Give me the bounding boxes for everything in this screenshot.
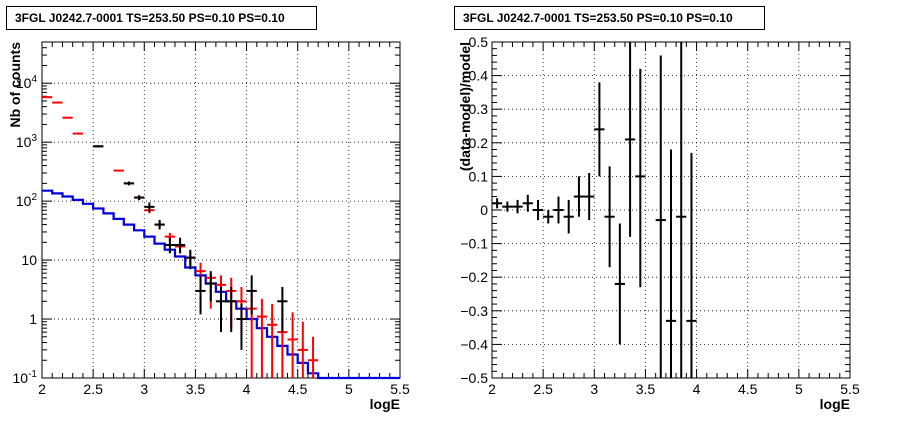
x-tick-label: 2.5 xyxy=(83,381,103,397)
data-point xyxy=(686,152,697,378)
data-point xyxy=(164,237,175,254)
data-point xyxy=(522,194,533,212)
data-point xyxy=(492,198,503,209)
x-tick-label: 4.5 xyxy=(738,381,758,397)
data-point xyxy=(267,303,278,378)
data-point xyxy=(635,68,646,288)
data-point xyxy=(614,223,625,345)
data-point xyxy=(226,286,237,333)
x-tick-label: 2 xyxy=(488,381,496,397)
data-point xyxy=(297,321,308,378)
y-tick-label: 10 xyxy=(21,252,37,268)
data-point xyxy=(256,298,268,378)
y-tick-label: 0.1 xyxy=(469,168,489,184)
data-point xyxy=(665,149,677,378)
x-tick-label: 5 xyxy=(795,381,803,397)
chart-title-right: 3FGL J0242.7-0001 TS=253.50 PS=0.10 PS=0… xyxy=(454,6,765,30)
model-histogram-line xyxy=(42,189,400,380)
series-0 xyxy=(492,42,697,378)
data-point xyxy=(93,145,104,148)
x-tick-label: 2.5 xyxy=(533,381,553,397)
data-point xyxy=(573,176,585,217)
y-tick-label: 0.5 xyxy=(469,34,489,50)
data-point xyxy=(584,173,595,221)
y-tick-label: 0.3 xyxy=(469,101,489,117)
x-tick-label: 5.5 xyxy=(390,381,410,397)
data-point xyxy=(215,286,227,333)
data-point xyxy=(502,201,513,212)
y-tick-label: 0.2 xyxy=(469,135,489,151)
data-point xyxy=(277,286,288,333)
data-point xyxy=(246,275,257,315)
data-point xyxy=(676,42,687,378)
data-point xyxy=(543,210,554,224)
x-tick-label: 4.5 xyxy=(288,381,308,397)
y-tick-label: −0.4 xyxy=(460,336,488,352)
data-point xyxy=(553,196,564,224)
data-point xyxy=(655,55,666,378)
x-tick-label: 4 xyxy=(243,381,251,397)
x-axis-label: logE xyxy=(370,396,400,412)
data-point xyxy=(195,275,206,315)
data-point xyxy=(144,202,155,213)
data-point xyxy=(287,312,298,378)
data-point xyxy=(185,249,196,270)
data-point xyxy=(205,271,216,302)
data-point xyxy=(594,82,605,177)
data-point xyxy=(512,199,523,214)
data-point xyxy=(123,181,135,186)
data-point xyxy=(624,42,636,237)
y-tick-label: −0.1 xyxy=(460,236,488,252)
series-1 xyxy=(93,145,288,350)
data-point xyxy=(604,166,615,268)
x-tick-label: 3 xyxy=(140,381,148,397)
data-point xyxy=(563,199,574,234)
data-point xyxy=(236,303,247,350)
x-tick-label: 3.5 xyxy=(636,381,656,397)
x-tick-label: 4 xyxy=(693,381,701,397)
y-tick-label: 10-1 xyxy=(13,369,38,386)
data-point xyxy=(307,336,319,378)
x-tick-label: 3 xyxy=(590,381,598,397)
x-tick-label: 3.5 xyxy=(186,381,206,397)
y-tick-label: −0.2 xyxy=(460,269,488,285)
x-tick-label: 2 xyxy=(38,381,46,397)
y-tick-label: 1 xyxy=(29,311,37,327)
y-axis-label: Nb of counts xyxy=(7,42,23,128)
x-tick-label: 5.5 xyxy=(840,381,860,397)
y-tick-label: 0 xyxy=(480,202,488,218)
y-tick-label: 102 xyxy=(16,192,38,209)
y-tick-label: 103 xyxy=(16,133,38,150)
y-axis-label: (data-model)/model xyxy=(457,42,473,171)
y-tick-label: −0.3 xyxy=(460,303,488,319)
data-point xyxy=(532,199,544,221)
data-point xyxy=(134,195,145,201)
chart-title-left: 3FGL J0242.7-0001 TS=253.50 PS=0.10 PS=0… xyxy=(6,6,317,30)
y-tick-label: 104 xyxy=(16,74,38,91)
x-tick-label: 5 xyxy=(345,381,353,397)
y-tick-label: 0.4 xyxy=(469,68,489,84)
y-tick-label: −0.5 xyxy=(460,370,488,386)
x-axis-label: logE xyxy=(820,396,850,412)
data-point xyxy=(154,219,165,230)
data-point xyxy=(174,237,186,254)
